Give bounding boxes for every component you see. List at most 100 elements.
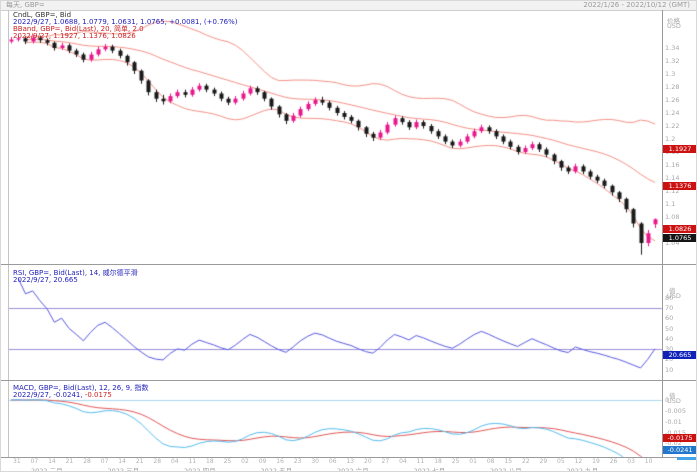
price-axis-label: 1.1927 [663, 145, 696, 153]
price-tick-label: 1.04 [665, 239, 680, 247]
macd-legend-title: MACD, GBP=, Bid(Last), 12, 26, 9, 指数 [13, 384, 149, 392]
day-tick: 11 [416, 458, 425, 465]
price-tick-label: 1.08 [665, 213, 680, 221]
price-tick-label: 1.22 [665, 122, 680, 130]
rsi-tick-label: 60 [665, 314, 674, 323]
day-tick: 10 [644, 458, 653, 465]
rsi-axis-title: 值 [669, 287, 676, 295]
candle-legend-title: CndL, GBP=, Bid [13, 11, 72, 19]
price-axis-label: 1.0765 [663, 234, 696, 242]
rsi-tick-label: 70 [665, 304, 674, 312]
month-label: 2022 五月 [260, 467, 293, 472]
rsi-tick-label: 30 [665, 345, 674, 353]
day-tick: 22 [521, 458, 530, 465]
day-tick: 04 [170, 458, 179, 465]
chart-interval-title: 每天, GBP= [6, 1, 45, 9]
price-tick-label: 1.1 [665, 200, 676, 208]
price-axis-unit: USD [667, 22, 681, 30]
month-label: 2022 六月 [337, 467, 369, 472]
price-axis-label: 1.1376 [663, 182, 696, 190]
day-tick: 13 [346, 458, 355, 465]
day-tick: 25 [223, 458, 232, 465]
date-range-label: 2022/1/26 - 2022/10/12 (GMT) [583, 1, 690, 9]
day-tick: 09 [258, 458, 267, 465]
macd-tick-label: 0 [665, 396, 670, 404]
day-tick: 16 [276, 458, 284, 465]
bband-legend-values: 2022/9/27, 1.1927, 1.1376, 1.0826 [13, 32, 136, 40]
day-tick: 14 [118, 458, 126, 465]
day-tick: 29 [539, 458, 548, 465]
rsi-axis-unit: USD [667, 292, 681, 300]
rsi-legend-title: RSI, GBP=, Bid(Last), 14, 威尔德平滑 [13, 269, 138, 277]
macd-legend-values: 2022/9/27, -0.0241, -0.0175 [13, 392, 112, 399]
day-tick: 19 [592, 458, 600, 465]
price-tick-label: 1.14 [665, 174, 680, 182]
month-label: 2022 九月 [566, 467, 599, 472]
macd-signal-text: -0.0175 [82, 391, 112, 399]
macd-axis-label: -0.0175 [663, 434, 696, 442]
day-tick: 06 [328, 458, 337, 465]
day-tick: 27 [381, 458, 390, 465]
day-tick: 02 [241, 458, 249, 465]
macd-axis-title: 值 [669, 392, 676, 400]
day-tick: 26 [609, 458, 618, 465]
macd-axis-label: -0.0241 [663, 446, 696, 454]
rsi-tick-label: 40 [665, 334, 674, 343]
price-tick-label: 1.34 [665, 44, 680, 52]
price-tick-label: 1.16 [665, 161, 680, 169]
price-tick-label: 1.26 [665, 96, 680, 104]
macd-value-text: 2022/9/27, -0.0241, [13, 391, 83, 399]
day-tick: 05 [557, 458, 565, 465]
day-tick: 07 [100, 458, 109, 465]
price-tick-label: 1.2 [665, 135, 676, 143]
day-tick: 30 [311, 458, 319, 465]
month-label: 2022 三月 [107, 467, 140, 472]
price-axis-label: 1.0826 [663, 225, 696, 233]
month-label: 2022 二月 [31, 467, 63, 472]
day-tick: 20 [364, 458, 372, 465]
title-bar[interactable]: 每天, GBP= 2022/1/26 - 2022/10/12 (GMT) [1, 1, 696, 11]
rsi-tick-label: 50 [665, 324, 674, 333]
day-tick: 31 [13, 458, 21, 465]
rsi-tick-label: 80 [665, 293, 674, 302]
day-tick: 18 [206, 458, 214, 465]
bband-legend-title: BBand, GBP=, Bid(Last), 20, 简单, 2.0 [13, 25, 144, 33]
macd-tick-label: -0.01 [665, 417, 682, 426]
month-label: 2022 八月 [490, 467, 522, 472]
price-tick-label: 1.28 [665, 83, 680, 91]
macd-tick-label: -0.015 [665, 428, 686, 437]
day-tick: 12 [574, 458, 583, 465]
day-tick: 03 [627, 458, 635, 465]
price-tick-label: 1.12 [665, 187, 680, 195]
day-tick: 07 [30, 458, 39, 465]
rsi-tick-label: 10 [665, 365, 674, 374]
day-tick: 11 [188, 458, 197, 465]
day-tick: 08 [486, 458, 495, 465]
day-tick: 25 [451, 458, 460, 465]
day-tick: 14 [48, 458, 56, 465]
day-tick: 28 [153, 458, 162, 465]
day-tick: 04 [399, 458, 407, 465]
price-tick-label: 1.24 [665, 109, 680, 117]
rsi-tick-label: 20 [665, 355, 674, 364]
macd-tick-label: -0.02 [665, 439, 682, 448]
day-tick: 21 [135, 458, 144, 465]
day-tick: 01 [469, 458, 477, 465]
price-tick-label: 1.3 [665, 70, 676, 78]
month-label: 2022 七月 [413, 467, 446, 472]
day-tick: 23 [293, 458, 302, 465]
day-tick: 28 [83, 458, 91, 465]
price-tick-label: 1.32 [665, 57, 680, 65]
day-tick: 15 [504, 458, 513, 465]
candle-legend-ohlc: 2022/9/27, 1.0688, 1.0779, 1.0631, 1.076… [13, 18, 238, 26]
rsi-legend-value: 2022/9/27, 20.665 [13, 276, 78, 284]
month-label: 2022 四月 [184, 467, 216, 472]
rsi-axis-label: 20.665 [663, 351, 696, 359]
price-axis-title: 价格 [667, 17, 680, 25]
day-tick: 21 [65, 458, 74, 465]
scrollbar-thumb[interactable] [677, 457, 696, 460]
day-tick: 18 [434, 458, 442, 465]
macd-tick-label: -0.005 [665, 406, 686, 415]
